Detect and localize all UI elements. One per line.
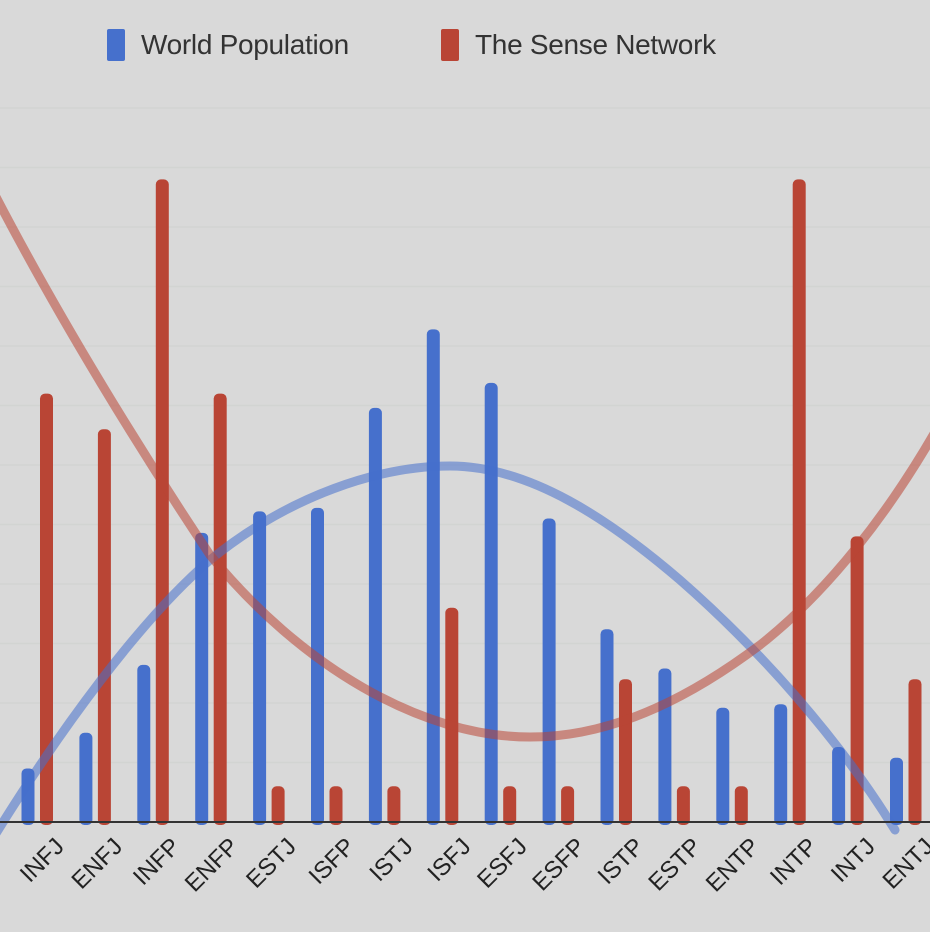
bar-entp-sense-network[interactable] — [734, 786, 748, 825]
bar-esfp-world-population[interactable] — [542, 518, 556, 825]
legend-label: The Sense Network — [475, 29, 716, 60]
bar-isfp-sense-network[interactable] — [329, 786, 343, 825]
bar-estp-world-population[interactable] — [658, 668, 672, 825]
bar-intj-sense-network[interactable] — [850, 536, 864, 825]
bar-enfj-sense-network[interactable] — [97, 429, 111, 825]
bar-estj-world-population[interactable] — [253, 511, 267, 825]
bar-infp-world-population[interactable] — [137, 664, 151, 825]
bar-enfj-world-population[interactable] — [79, 732, 93, 825]
bar-intp-sense-network[interactable] — [792, 179, 806, 825]
bar-isfj-world-population[interactable] — [426, 329, 440, 825]
bar-esfj-world-population[interactable] — [484, 382, 498, 825]
gridlines — [0, 107, 930, 764]
trendline-world-population — [0, 461, 900, 836]
legend-item-world-population[interactable]: World Population — [107, 27, 349, 63]
bar-intj-world-population[interactable] — [832, 747, 846, 825]
bar-enfp-sense-network[interactable] — [213, 393, 227, 825]
bar-infp-sense-network[interactable] — [155, 179, 169, 825]
bar-estp-sense-network[interactable] — [676, 786, 690, 825]
bar-estj-sense-network[interactable] — [271, 786, 285, 825]
bar-entp-world-population[interactable] — [716, 707, 730, 825]
bar-esfp-sense-network[interactable] — [561, 786, 575, 825]
bar-isfj-sense-network[interactable] — [445, 607, 459, 825]
bar-istj-world-population[interactable] — [368, 407, 382, 825]
bar-enfp-world-population[interactable] — [195, 532, 209, 825]
bars — [21, 179, 922, 825]
bar-istj-sense-network[interactable] — [387, 786, 401, 825]
bar-esfj-sense-network[interactable] — [503, 786, 517, 825]
bar-isfp-world-population[interactable] — [311, 507, 324, 825]
bar-intp-world-population[interactable] — [774, 704, 788, 825]
legend-swatch-red-icon — [441, 29, 459, 61]
trendline-sense-network — [0, 194, 930, 742]
legend-label: World Population — [141, 29, 349, 60]
bar-istp-sense-network[interactable] — [619, 679, 632, 825]
bar-infj-sense-network[interactable] — [40, 393, 53, 825]
bar-entj-world-population[interactable] — [890, 757, 903, 825]
chart-legend: World Population The Sense Network — [0, 27, 930, 63]
bar-entj-sense-network[interactable] — [908, 679, 922, 825]
legend-swatch-blue-icon — [107, 29, 125, 61]
legend-item-sense-network[interactable]: The Sense Network — [441, 27, 716, 63]
